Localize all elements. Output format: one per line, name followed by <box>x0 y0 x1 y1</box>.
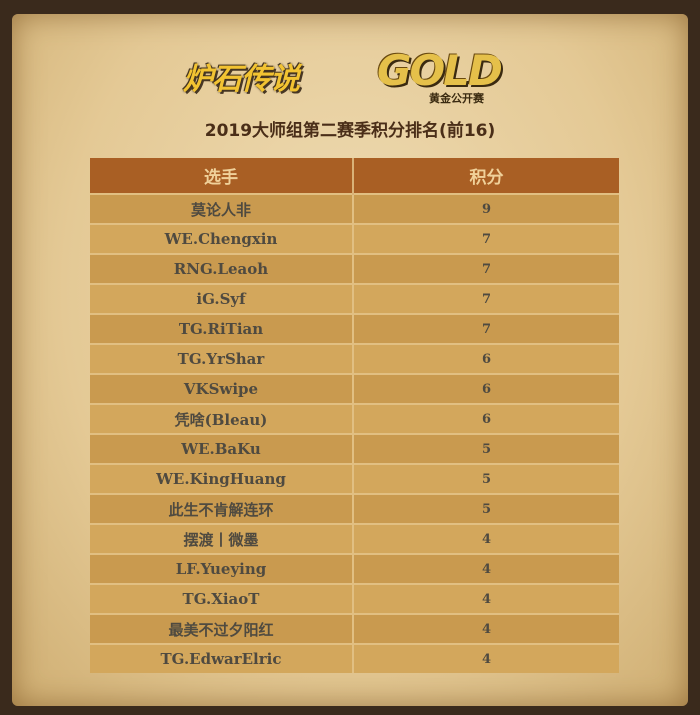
player-score: 7 <box>353 223 619 254</box>
player-name: 最美不过夕阳红 <box>90 613 354 644</box>
logo-bar: 炉石传说 GOLD 黄金公开赛 <box>0 46 700 106</box>
table-row: TG.RiTian 7 <box>90 313 619 344</box>
table-row: RNG.Leaoh 7 <box>90 253 619 284</box>
player-name: TG.YrShar <box>90 343 354 374</box>
player-score: 4 <box>353 643 619 673</box>
player-score: 7 <box>353 283 619 314</box>
table-header-row: 选手 积分 <box>90 158 619 194</box>
table-row: 莫论人非 9 <box>90 193 619 224</box>
player-name: 莫论人非 <box>90 193 354 224</box>
gold-open-logo: GOLD 黄金公开赛 <box>377 46 503 105</box>
player-name: VKSwipe <box>90 373 354 404</box>
player-name: WE.Chengxin <box>90 223 354 254</box>
hearthstone-logo: 炉石传说 <box>183 62 300 97</box>
page-title: 2019大师组第二赛季积分排名(前16) <box>204 121 496 141</box>
player-name: TG.XiaoT <box>90 583 354 614</box>
player-score: 4 <box>353 613 619 644</box>
header-player: 选手 <box>90 158 354 194</box>
player-score: 5 <box>353 463 619 494</box>
table-row: WE.BaKu 5 <box>90 433 619 464</box>
player-score: 6 <box>353 373 619 404</box>
table-row: 此生不肯解连环 5 <box>90 493 619 524</box>
ranking-table: 选手 积分 莫论人非 9 WE.Chengxin 7 RNG.Leaoh 7 iG.Syf 7… <box>90 158 619 673</box>
player-score: 7 <box>353 313 619 344</box>
player-name: iG.Syf <box>90 283 354 314</box>
player-score: 4 <box>353 583 619 614</box>
player-score: 4 <box>353 553 619 584</box>
player-score: 4 <box>353 523 619 554</box>
player-name: TG.RiTian <box>90 313 354 344</box>
player-name: RNG.Leaoh <box>90 253 354 284</box>
table-row: TG.XiaoT 4 <box>90 583 619 614</box>
player-score: 9 <box>353 193 619 224</box>
table-row: WE.KingHuang 5 <box>90 463 619 494</box>
player-score: 6 <box>353 343 619 374</box>
player-score: 5 <box>353 493 619 524</box>
player-name: WE.BaKu <box>90 433 354 464</box>
player-score: 7 <box>353 253 619 284</box>
player-name: 摆渡丨微墨 <box>90 523 354 554</box>
player-name: WE.KingHuang <box>90 463 354 494</box>
player-score: 5 <box>353 433 619 464</box>
table-row: TG.YrShar 6 <box>90 343 619 374</box>
player-name: 此生不肯解连环 <box>90 493 354 524</box>
table-row: iG.Syf 7 <box>90 283 619 314</box>
table-row: 凭啥(Bleau) 6 <box>90 403 619 434</box>
player-score: 6 <box>353 403 619 434</box>
header-score: 积分 <box>353 158 619 194</box>
table-row: VKSwipe 6 <box>90 373 619 404</box>
gold-logo-subtitle: 黄金公开赛 <box>429 92 484 105</box>
player-name: 凭啥(Bleau) <box>90 403 354 434</box>
table-row: 摆渡丨微墨 4 <box>90 523 619 554</box>
table-row: LF.Yueying 4 <box>90 553 619 584</box>
gold-logo-text: GOLD <box>377 46 503 95</box>
player-name: TG.EdwarElric <box>90 643 354 673</box>
player-name: LF.Yueying <box>90 553 354 584</box>
table-row: 最美不过夕阳红 4 <box>90 613 619 644</box>
table-row: TG.EdwarElric 4 <box>90 643 619 673</box>
table-row: WE.Chengxin 7 <box>90 223 619 254</box>
